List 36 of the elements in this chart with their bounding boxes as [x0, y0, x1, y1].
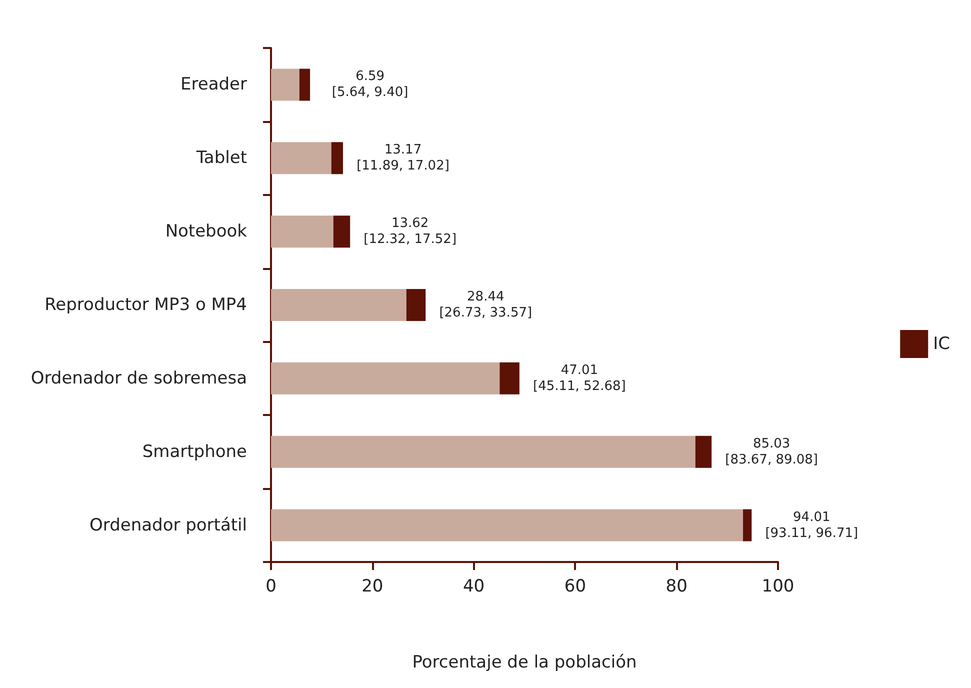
bar — [695, 436, 712, 468]
bar — [299, 68, 310, 101]
annotation: 85.03 [83.67, 89.08] — [725, 436, 818, 468]
bar — [500, 362, 520, 394]
bar — [271, 68, 300, 101]
annotation: 6.59 [5.64, 9.40] — [332, 69, 408, 100]
bar — [271, 509, 744, 542]
bar — [406, 289, 426, 321]
y-tick-label: Ordenador portátil — [90, 515, 247, 536]
legend-label: IC — [933, 334, 950, 354]
y-tick-label: Smartphone — [142, 442, 247, 462]
x-tick-label: 80 — [666, 576, 688, 596]
bar — [271, 436, 696, 468]
bar — [743, 509, 752, 542]
bar — [331, 142, 343, 174]
y-tick-label: Notebook — [165, 222, 248, 242]
annotation: 28.44 [26.73, 33.57] — [439, 290, 532, 320]
y-tick-label: Ordenador de sobremesa — [30, 368, 247, 388]
x-tick-label: 100 — [762, 576, 794, 596]
y-tick-label: Ereader — [180, 74, 247, 95]
x-axis-title: Porcentaje de la población — [412, 652, 637, 672]
x-tick-label: 20 — [362, 576, 384, 596]
x-tick-label: 60 — [564, 576, 586, 596]
y-tick-label: Reproductor MP3 o MP4 — [44, 295, 247, 315]
annotation: 13.62 [12.32, 17.52] — [364, 216, 457, 248]
annotation: 47.01 [45.11, 52.68] — [533, 362, 626, 394]
y-tick-label: Tablet — [195, 148, 248, 168]
annotation: 13.17 [11.89, 17.02] — [356, 142, 450, 174]
bar — [271, 362, 500, 394]
x-tick-label: 40 — [462, 576, 485, 596]
bar — [271, 216, 334, 248]
bar — [271, 289, 406, 321]
x-tick-label: 0 — [266, 576, 276, 596]
bar — [333, 216, 350, 248]
annotation: 94.01 [93.11, 96.71] — [765, 510, 858, 541]
bar — [271, 142, 332, 174]
